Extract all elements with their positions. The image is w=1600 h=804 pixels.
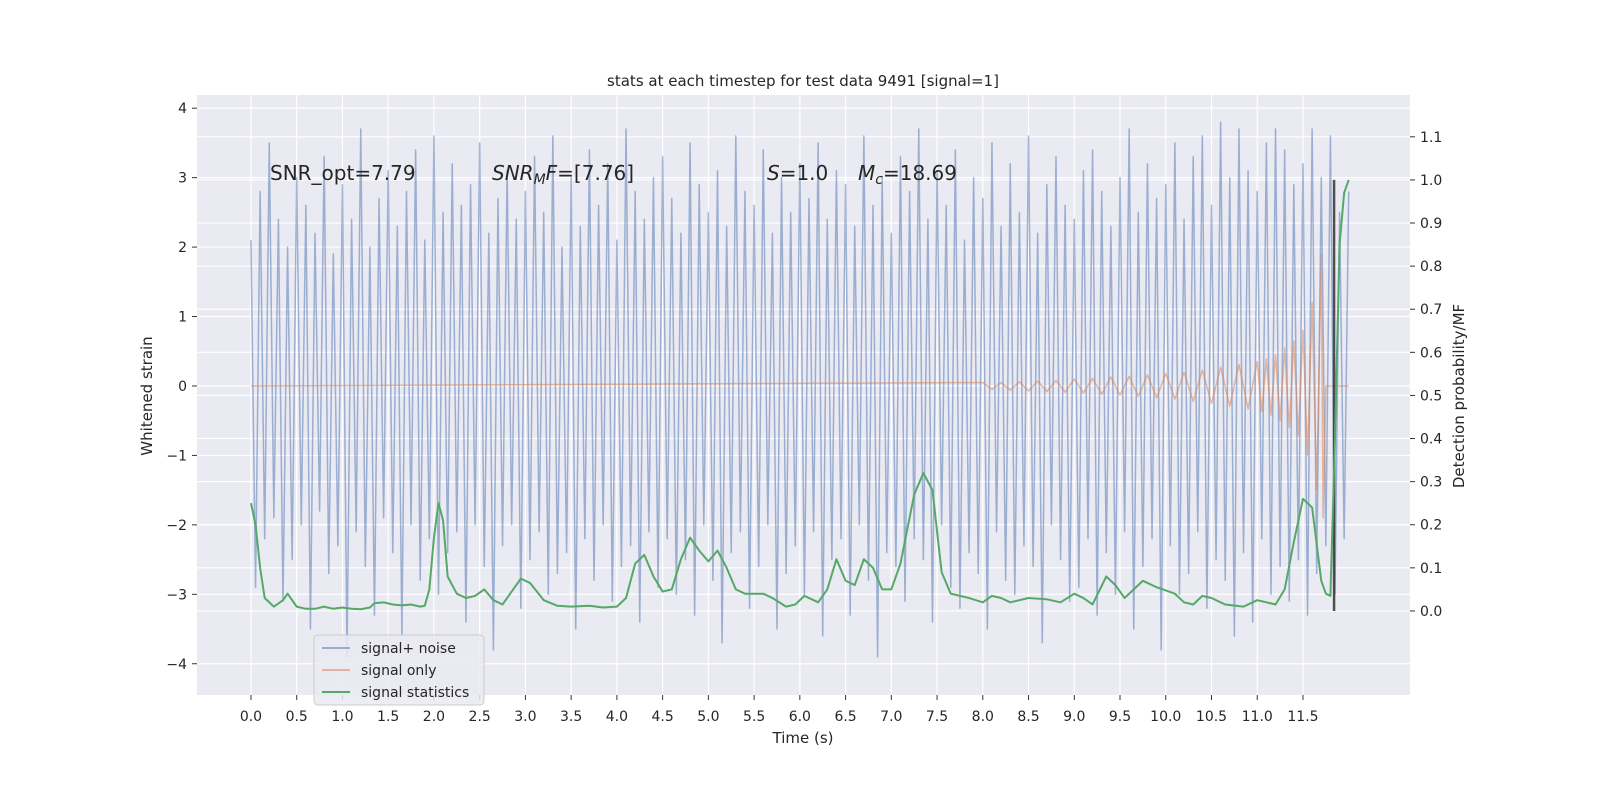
axes: 0.0 0.5 1.0 1.5 2.0 2.5 3.0 3.5 4.0 4.5 5.0 5.5 6.0 6… xyxy=(166,101,1442,725)
annotation: Mc=18.69 xyxy=(858,161,957,188)
x-tick-label: 0.5 xyxy=(286,709,308,725)
annotation-part: =[7.76] xyxy=(557,161,634,185)
x-tick-label: 3.5 xyxy=(560,709,582,725)
x-tick-label: 9.0 xyxy=(1063,709,1085,725)
y-tick-label: −4 xyxy=(166,657,187,673)
y-tick-label: 0 xyxy=(178,379,187,395)
chart-title: stats at each timestep for test data 949… xyxy=(607,72,999,90)
annotation-part: =18.69 xyxy=(883,161,957,185)
x-tick-label: 4.0 xyxy=(606,709,628,725)
x-tick-label: 3.0 xyxy=(514,709,536,725)
y-tick-label: −1 xyxy=(166,448,187,464)
y-tick-label: 1 xyxy=(178,310,187,326)
y-tick-label: 4 xyxy=(178,101,187,117)
y2-tick-label: 0.7 xyxy=(1420,302,1442,318)
x-tick-label: 6.0 xyxy=(789,709,811,725)
y2-tick-label: 0.9 xyxy=(1420,216,1442,232)
x-tick-label: 9.5 xyxy=(1109,709,1131,725)
y2-tick-label: 0.0 xyxy=(1420,604,1442,620)
lines xyxy=(249,121,1350,658)
y-tick-label: 3 xyxy=(178,171,187,187)
annotation-part: SNR_opt=7.79 xyxy=(270,161,416,185)
y2-tick-label: 0.4 xyxy=(1420,432,1442,448)
x-tick-label: 5.0 xyxy=(697,709,719,725)
y2-tick-label: 0.8 xyxy=(1420,259,1442,275)
annotation-part: F xyxy=(546,161,558,185)
x-tick-label: 2.0 xyxy=(423,709,445,725)
y2-tick-label: 0.2 xyxy=(1420,518,1442,534)
legend-label: signal statistics xyxy=(361,685,469,701)
y2-tick-label: 0.3 xyxy=(1420,475,1442,491)
annotation: S=1.0 xyxy=(767,161,828,185)
annotation: SNR_opt=7.79 xyxy=(270,161,416,185)
x-tick-label: 8.0 xyxy=(972,709,994,725)
y-tick-label: −2 xyxy=(166,518,187,534)
series-line xyxy=(250,253,1349,519)
y2-tick-label: 1.0 xyxy=(1420,173,1442,189)
x-tick-label: 6.5 xyxy=(834,709,856,725)
annotation-part: =1.0 xyxy=(780,161,829,185)
x-tick-label: 10.5 xyxy=(1196,709,1227,725)
x-tick-label: 11.0 xyxy=(1242,709,1273,725)
series-line xyxy=(250,121,1350,658)
annotation-part: c xyxy=(875,172,883,188)
y-tick-label: 2 xyxy=(178,240,187,256)
x-tick-label: 7.0 xyxy=(880,709,902,725)
y-axis-label: Whitened strain xyxy=(138,336,156,455)
x-tick-label: 8.5 xyxy=(1017,709,1039,725)
y2-axis-label: Detection probability/MF xyxy=(1450,304,1468,488)
x-tick-label: 1.5 xyxy=(377,709,399,725)
x-tick-label: 7.5 xyxy=(926,709,948,725)
legend-box xyxy=(313,634,485,706)
x-tick-label: 4.5 xyxy=(651,709,673,725)
x-tick-label: 1.0 xyxy=(331,709,353,725)
legend-label: signal only xyxy=(361,663,436,679)
y2-tick-label: 1.1 xyxy=(1420,130,1442,146)
annotation-part: M xyxy=(534,172,546,188)
y2-tick-label: 0.1 xyxy=(1420,561,1442,577)
series-line xyxy=(249,179,1350,611)
x-tick-label: 0.0 xyxy=(240,709,262,725)
annotation-part: M xyxy=(858,161,875,185)
y2-tick-label: 0.5 xyxy=(1420,388,1442,404)
x-axis-label: Time (s) xyxy=(772,729,834,747)
annotation: SNRMF=[7.76] xyxy=(492,161,634,188)
x-tick-label: 2.5 xyxy=(469,709,491,725)
annotation-part: SNR xyxy=(492,161,534,185)
y-tick-label: −3 xyxy=(166,587,187,603)
x-tick-label: 11.5 xyxy=(1287,709,1318,725)
legend-label: signal+ noise xyxy=(361,641,456,657)
x-tick-label: 5.5 xyxy=(743,709,765,725)
annotation-part: S xyxy=(767,161,780,185)
y2-tick-label: 0.6 xyxy=(1420,345,1442,361)
x-tick-label: 10.0 xyxy=(1150,709,1181,725)
legend: signal+ noise signal only signal statistic… xyxy=(313,634,485,706)
